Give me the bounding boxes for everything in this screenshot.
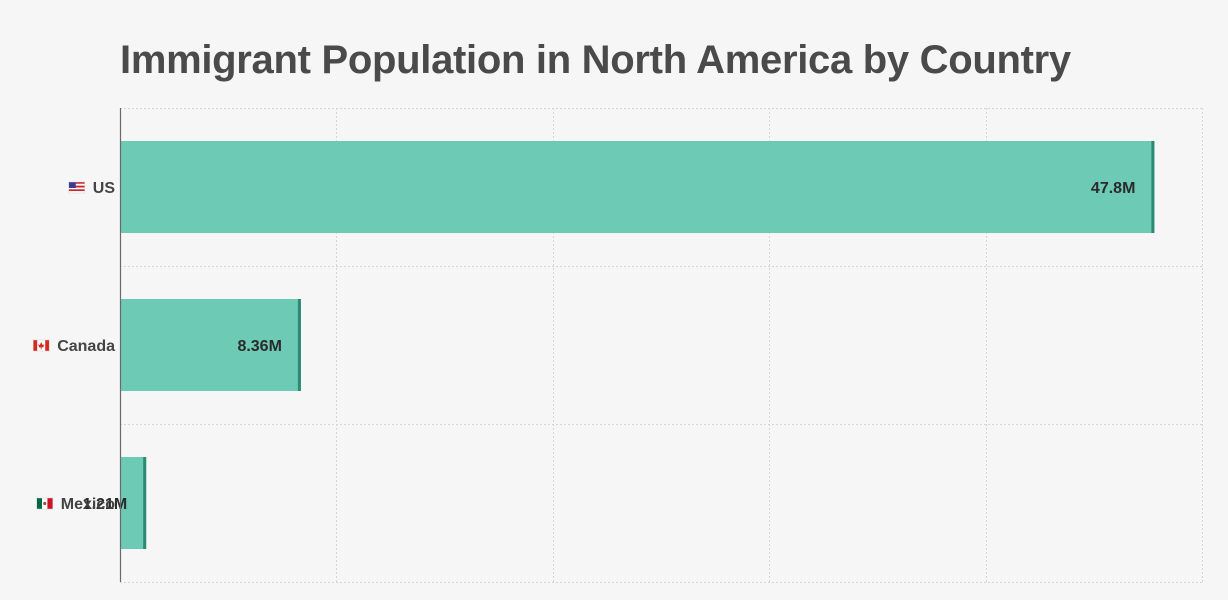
- chart-title: Immigrant Population in North America by…: [120, 38, 1071, 82]
- category-label: Mexico: [61, 496, 115, 513]
- bar-end-cap: [143, 457, 147, 549]
- canada-flag-icon: [32, 339, 50, 352]
- bar: [120, 457, 147, 549]
- bar-value-label: 1.21M: [83, 496, 127, 513]
- category-label: US: [93, 180, 116, 197]
- bar: [120, 299, 301, 391]
- bar-value-label: 8.36M: [237, 338, 281, 355]
- us-flag-icon: [68, 181, 86, 194]
- bar: [120, 141, 1155, 233]
- bar-end-cap: [1151, 141, 1155, 233]
- mexico-flag-icon: [36, 497, 53, 510]
- bar-value-label: 47.8M: [1091, 180, 1135, 197]
- bar-end-cap: [297, 299, 301, 391]
- category-label: Canada: [57, 338, 115, 355]
